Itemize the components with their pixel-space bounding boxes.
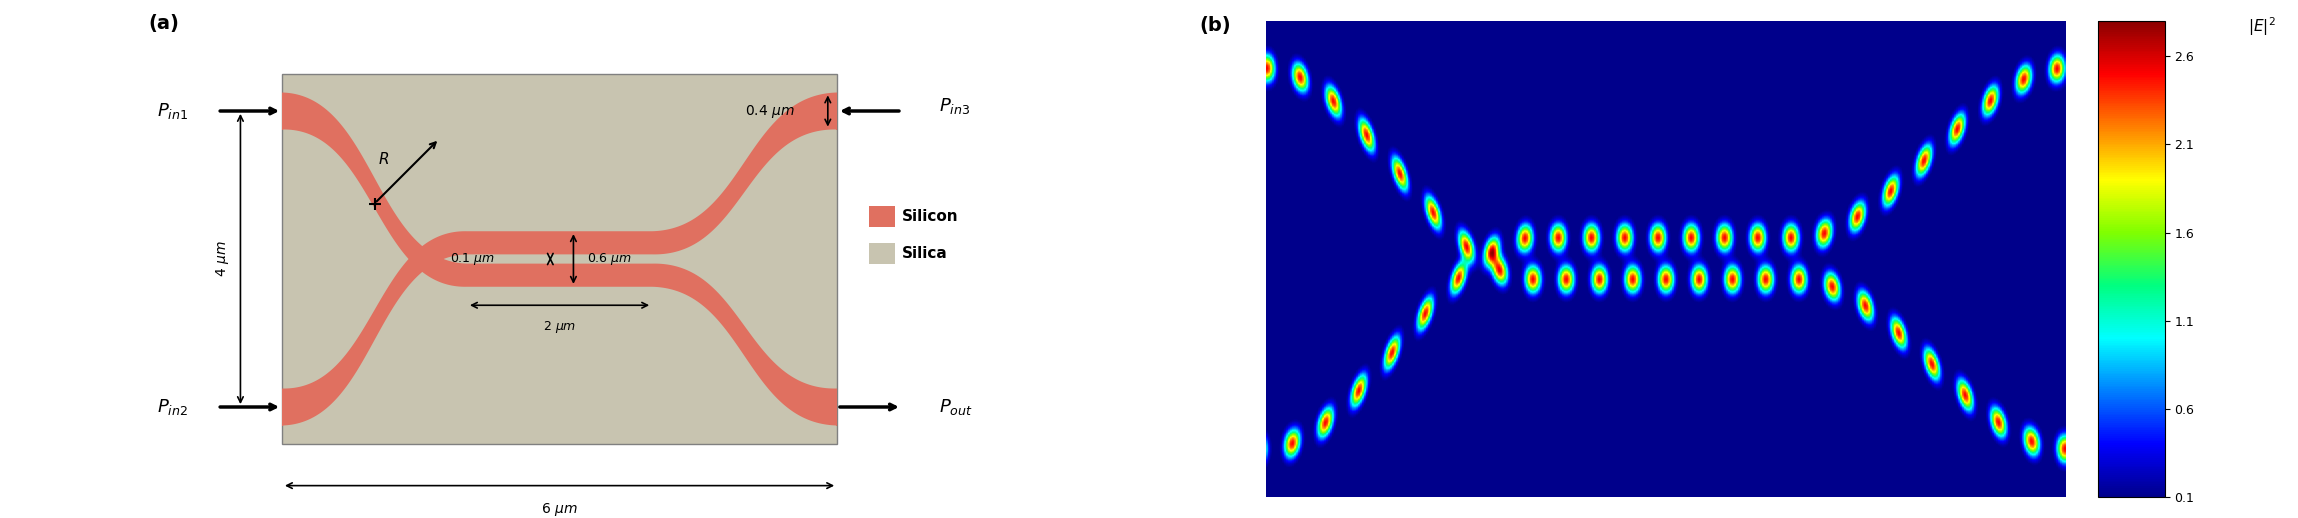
Bar	[869, 243, 896, 264]
Text: $P_{in2}$: $P_{in2}$	[156, 397, 188, 417]
Polygon shape	[283, 93, 836, 425]
Bar	[283, 74, 836, 444]
Bar	[869, 206, 896, 227]
Text: $P_{in1}$: $P_{in1}$	[156, 101, 188, 121]
Text: $0.4\ \mu m$: $0.4\ \mu m$	[745, 103, 795, 120]
Text: $4\ \mu m$: $4\ \mu m$	[214, 241, 232, 277]
Text: (b): (b)	[1200, 16, 1232, 35]
Text: $0.1\ \mu m$: $0.1\ \mu m$	[450, 251, 494, 267]
Text: $|E|^2$: $|E|^2$	[2247, 16, 2275, 38]
Polygon shape	[283, 93, 836, 425]
Text: $2\ \mu m$: $2\ \mu m$	[542, 319, 577, 335]
Text: (a): (a)	[147, 14, 179, 33]
Text: $6\ \mu m$: $6\ \mu m$	[542, 501, 577, 518]
Text: $P_{in3}$: $P_{in3}$	[940, 96, 970, 117]
Text: $0.6\ \mu m$: $0.6\ \mu m$	[588, 251, 632, 267]
Text: Silicon: Silicon	[901, 209, 958, 224]
Text: $P_{out}$: $P_{out}$	[940, 397, 972, 417]
Text: $R$: $R$	[379, 151, 388, 166]
Bar	[283, 74, 836, 444]
Text: Silica: Silica	[901, 246, 947, 261]
